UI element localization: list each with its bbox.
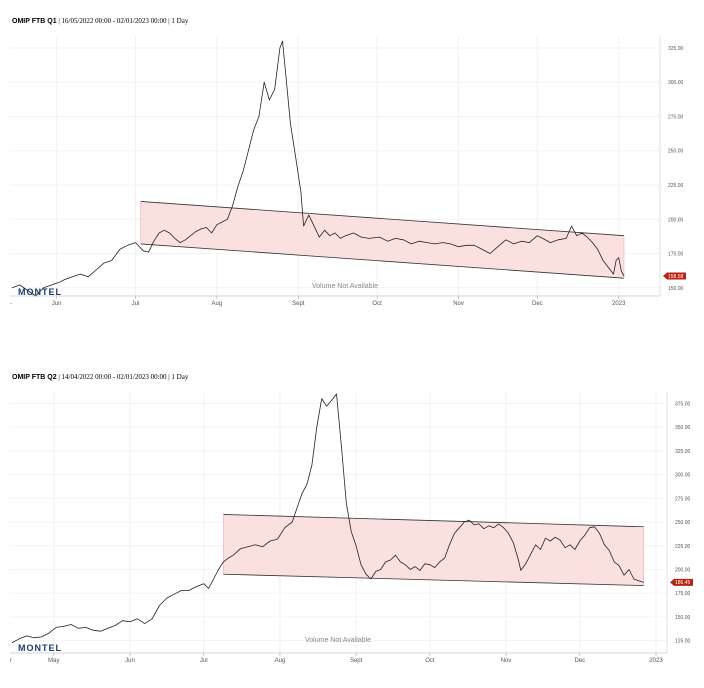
chart-2-x-tick-label: Sept: [350, 658, 363, 664]
chart-2-y-tick-label: 175.00: [675, 591, 691, 597]
chart-2-y-tick-label: 225.00: [675, 544, 691, 550]
chart-1-montel-logo: MONTEL: [18, 287, 62, 297]
chart-1-x-tick-label: 2023: [612, 301, 626, 307]
chart-2-y-tick-label: 275.00: [675, 496, 691, 502]
chart-1-y-tick-label: 300.00: [668, 80, 684, 86]
chart-2-title-name: OMIP FTB Q2: [12, 374, 57, 381]
chart-1-volume-note: Volume Not Available: [312, 283, 378, 290]
chart-2-x-tick-label: Dec: [574, 658, 585, 664]
chart-1-x-tick-label: Jul: [132, 301, 140, 307]
chart-1-title: OMIP FTB Q1 | 16/05/2022 00:00 - 02/01/2…: [12, 17, 188, 25]
chart-1-y-tick-label: 200.00: [668, 217, 684, 223]
chart-2-x-tick-label: Oct: [425, 658, 435, 664]
chart-1-last-value-label: 158.58: [668, 274, 684, 280]
chart-1-channel-lower: [140, 243, 625, 279]
chart-1-channel-band: [140, 201, 624, 279]
chart-2-x-tick-label: Jul: [200, 658, 208, 664]
chart-2-price-line: [11, 393, 644, 643]
chart-1-channel-upper: [140, 201, 625, 237]
chart-2-y-tick-label: 300.00: [675, 473, 691, 479]
chart-1-x-tick-label: Jun: [52, 301, 62, 307]
chart-1-price-line: [11, 40, 625, 297]
chart-2-y-tick-label: 125.00: [675, 639, 691, 645]
chart-1-x-tick-label: Dec: [532, 301, 543, 307]
chart-2-x-tick-label: May: [48, 658, 59, 664]
chart-2-title-range: | 14/04/2022 00:00 - 02/01/2023 00:00 | …: [58, 373, 189, 381]
chart-2-y-tick-label: 150.00: [675, 615, 691, 621]
chart-2-title: OMIP FTB Q2 | 14/04/2022 00:00 - 02/01/2…: [12, 373, 188, 381]
chart-1-y-tick-label: 325.00: [668, 46, 684, 52]
chart-2-channel-lower: [223, 573, 644, 587]
chart-1-last-value-badge: [663, 272, 686, 280]
chart-2-volume-note: Volume Not Available: [305, 637, 371, 644]
chart-1-y-tick-label: 275.00: [668, 114, 684, 120]
chart-1-y-tick-label: 175.00: [668, 252, 684, 258]
chart-2-y-tick-label: 350.00: [675, 425, 691, 431]
chart-2-x-tick-label: Aug: [275, 658, 286, 664]
chart-2-last-value-badge: [670, 578, 693, 586]
chart-1-title-name: OMIP FTB Q1: [12, 18, 57, 25]
chart-1-title-range: | 16/05/2022 00:00 - 02/01/2023 00:00 | …: [58, 17, 189, 25]
chart-2-x-tick-label: Jun: [125, 658, 135, 664]
chart-2-y-tick-label: 250.00: [675, 520, 691, 526]
chart-2-x-tick-edge: r: [10, 658, 12, 664]
chart-1-plot: 325.00 300.00 275.00 250.00 225.00 200.00 175.…: [10, 37, 686, 307]
chart-1-y-tick-label: 250.00: [668, 149, 684, 155]
chart-2-x-tick-label: Nov: [501, 658, 512, 664]
chart-1-x-tick-label: Sept: [292, 301, 305, 307]
chart-2-channel-band: [223, 514, 644, 586]
chart-1-y-tick-label: 225.00: [668, 183, 684, 189]
chart-2-y-tick-label: 325.00: [675, 449, 691, 455]
chart-1-x-tick-edge: -: [10, 301, 12, 307]
chart-2-x-tick-label: 2023: [649, 658, 663, 664]
chart-2-last-value-label: 186.45: [675, 580, 691, 586]
chart-1-y-tick-label: 150.00: [668, 286, 684, 292]
chart-2-montel-logo: MONTEL: [18, 643, 62, 653]
chart-2-y-tick-label: 200.00: [675, 567, 691, 573]
chart-2-y-tick-label: 375.00: [675, 401, 691, 407]
chart-1-x-tick-label: Oct: [372, 301, 382, 307]
chart-1-x-tick-label: Aug: [212, 301, 223, 307]
chart-2-plot: 375.00 350.00 325.00 300.00 275.00 250.00 225.…: [10, 392, 693, 664]
chart-2-channel-upper: [223, 514, 644, 528]
chart-1-x-tick-label: Nov: [453, 301, 464, 307]
